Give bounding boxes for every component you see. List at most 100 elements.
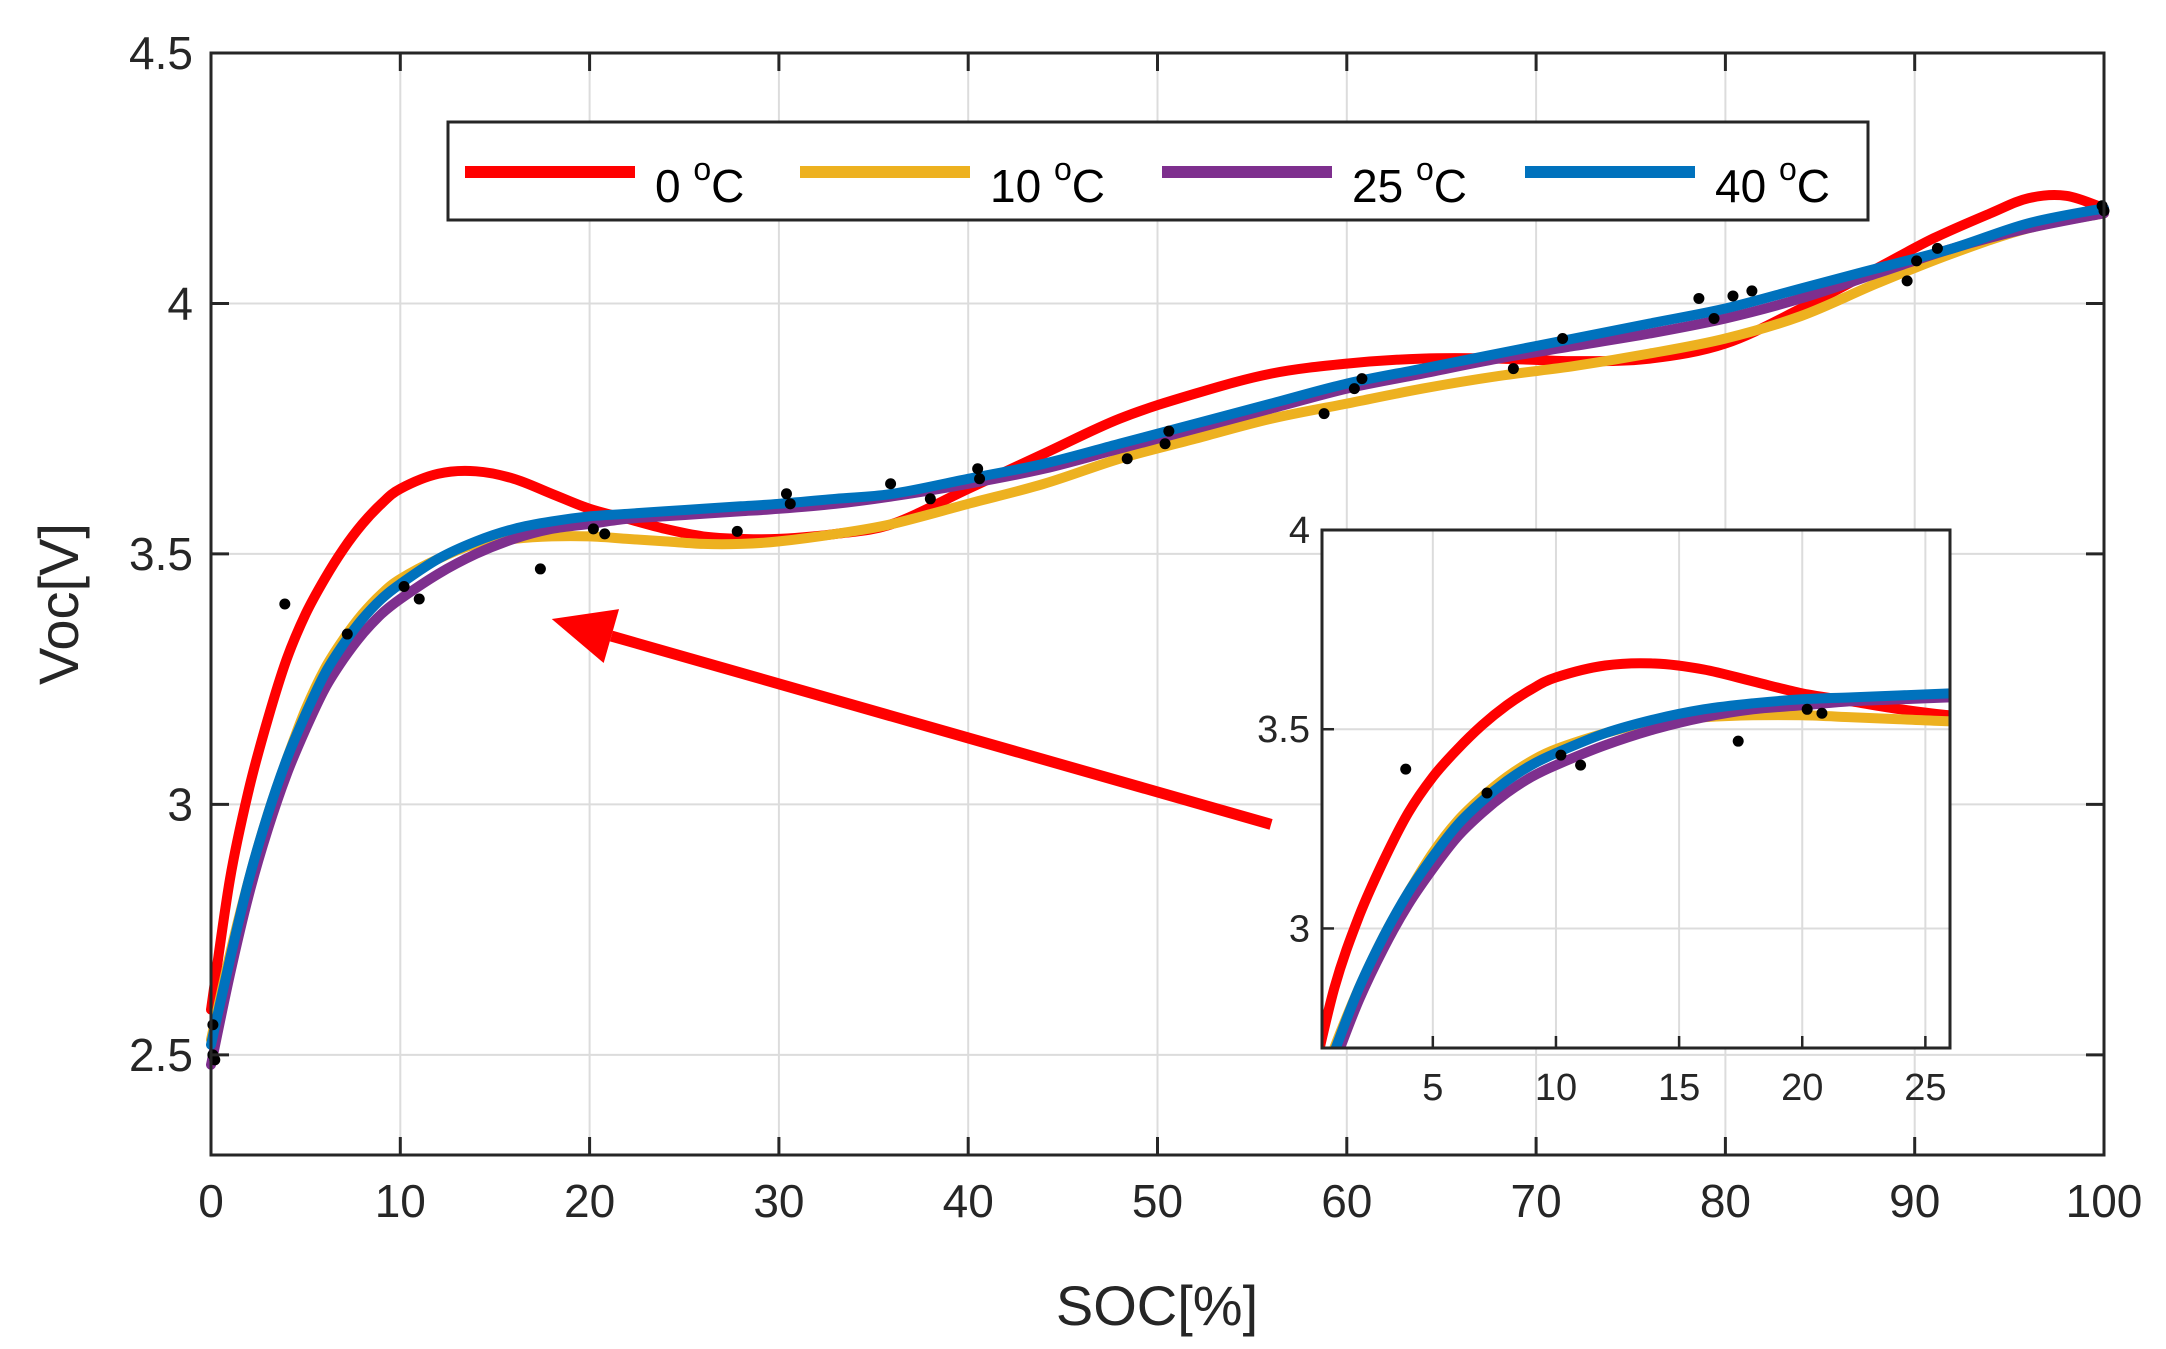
legend-label: 10 oC [990, 151, 1105, 212]
x-tick-label: 20 [564, 1175, 615, 1227]
inset-y-tick-label: 3 [1289, 908, 1310, 950]
inset-x-tick-label: 5 [1422, 1067, 1443, 1109]
inset-x-tick-label: 20 [1781, 1067, 1823, 1109]
inset-scatter-points [1400, 703, 1828, 799]
data-point [341, 628, 353, 640]
legend-label-value: 0 [655, 160, 693, 212]
data-point [1727, 290, 1739, 302]
legend-label-unit: C [1072, 160, 1105, 212]
x-tick-label: 50 [1132, 1175, 1183, 1227]
inset-x-tick-label: 10 [1535, 1067, 1577, 1109]
y-tick-label: 3.5 [129, 528, 193, 580]
x-axis-label: SOC[%] [1056, 1274, 1258, 1337]
legend-item-3: 40 oC [1525, 151, 1830, 212]
data-point [1121, 453, 1133, 465]
y-tick-label: 3 [167, 778, 193, 830]
x-tick-labels: 0 10 20 30 40 50 60 70 80 90 100 [198, 1175, 2142, 1227]
zoom-arrow-annotation [551, 609, 1273, 830]
inset-series-line-0 [1322, 658, 1950, 1048]
legend-label-value: 40 [1715, 160, 1779, 212]
inset-x-tick-labels: 5 10 15 20 25 [1422, 1067, 1946, 1109]
arrow-shaft [609, 630, 1273, 830]
legend-label-unit: C [1797, 160, 1830, 212]
data-point [1693, 292, 1705, 304]
data-point [1356, 373, 1368, 385]
data-point [1507, 363, 1519, 375]
x-tick-label: 80 [1700, 1175, 1751, 1227]
inset-plot-area [1322, 530, 1950, 1048]
inset-axes: 5 10 15 20 25 33.54 [1257, 510, 1952, 1109]
data-point [1557, 333, 1569, 345]
legend-label: 0 oC [655, 151, 744, 212]
legend: 0 oC 10 oC 25 oC 40 oC [446, 120, 1870, 222]
data-point [731, 525, 743, 537]
data-point [398, 580, 410, 592]
x-tick-label: 60 [1321, 1175, 1372, 1227]
legend-label-unit: C [1434, 160, 1467, 212]
legend-item-2: 25 oC [1162, 151, 1467, 212]
data-point [780, 488, 792, 500]
legend-label-degree: o [1054, 151, 1072, 187]
inset-ticks [1322, 528, 1927, 1048]
inset-data-point [1575, 759, 1587, 771]
data-point [1159, 438, 1171, 450]
legend-label-value: 25 [1352, 160, 1416, 212]
x-tick-label: 30 [753, 1175, 804, 1227]
data-point [599, 528, 611, 540]
inset-x-tick-label: 15 [1658, 1067, 1700, 1109]
legend-label-degree: o [1416, 151, 1434, 187]
data-point [784, 498, 796, 510]
data-point [1746, 285, 1758, 297]
inset-y-tick-label: 4 [1289, 510, 1310, 552]
arrow-head [551, 609, 620, 663]
data-point [1318, 408, 1330, 420]
data-point [924, 493, 936, 505]
inset-data-point [1816, 707, 1828, 719]
x-tick-label: 70 [1511, 1175, 1562, 1227]
main-ticks [209, 51, 2106, 1155]
legend-label: 40 oC [1715, 151, 1830, 212]
data-point [587, 523, 599, 535]
legend-label-unit: C [711, 160, 744, 212]
data-point [1931, 242, 1943, 254]
inset-series-lines [1322, 658, 1950, 1048]
legend-item-0: 0 oC [465, 151, 744, 212]
y-tick-label: 4 [167, 277, 193, 329]
data-point [885, 478, 897, 490]
data-point [534, 563, 546, 575]
inset-data-point [1481, 787, 1493, 799]
series-line-3 [206, 203, 2109, 1050]
inset-data-point [1555, 749, 1567, 761]
legend-label-value: 10 [990, 160, 1054, 212]
main-series-lines [206, 190, 2109, 1070]
data-point [1911, 255, 1923, 267]
legend-label: 25 oC [1352, 151, 1467, 212]
data-point [1901, 275, 1913, 287]
y-tick-label: 4.5 [129, 27, 193, 79]
x-tick-label: 100 [2066, 1175, 2143, 1227]
inset-data-point [1732, 735, 1744, 747]
inset-y-tick-labels: 33.54 [1257, 510, 1310, 950]
inset-data-point [1400, 763, 1412, 775]
inset-x-tick-label: 25 [1904, 1067, 1946, 1109]
x-tick-label: 0 [198, 1175, 224, 1227]
inset-data-point [1801, 703, 1813, 715]
data-point [972, 463, 984, 475]
data-point [413, 593, 425, 605]
data-point [974, 473, 986, 485]
legend-label-degree: o [1779, 151, 1797, 187]
legend-item-1: 10 oC [800, 151, 1105, 212]
y-tick-labels: 2.5 3 3.5 4 4.5 [129, 27, 193, 1081]
x-tick-label: 40 [943, 1175, 994, 1227]
inset-y-tick-label: 3.5 [1257, 709, 1310, 751]
y-tick-label: 2.5 [129, 1029, 193, 1081]
data-point [1348, 383, 1360, 395]
legend-label-degree: o [693, 151, 711, 187]
data-point [207, 1019, 219, 1031]
y-axis-label: Voc[V] [27, 523, 90, 685]
data-point [279, 598, 291, 610]
x-tick-label: 10 [375, 1175, 426, 1227]
data-point [1163, 425, 1175, 437]
x-tick-label: 90 [1889, 1175, 1940, 1227]
